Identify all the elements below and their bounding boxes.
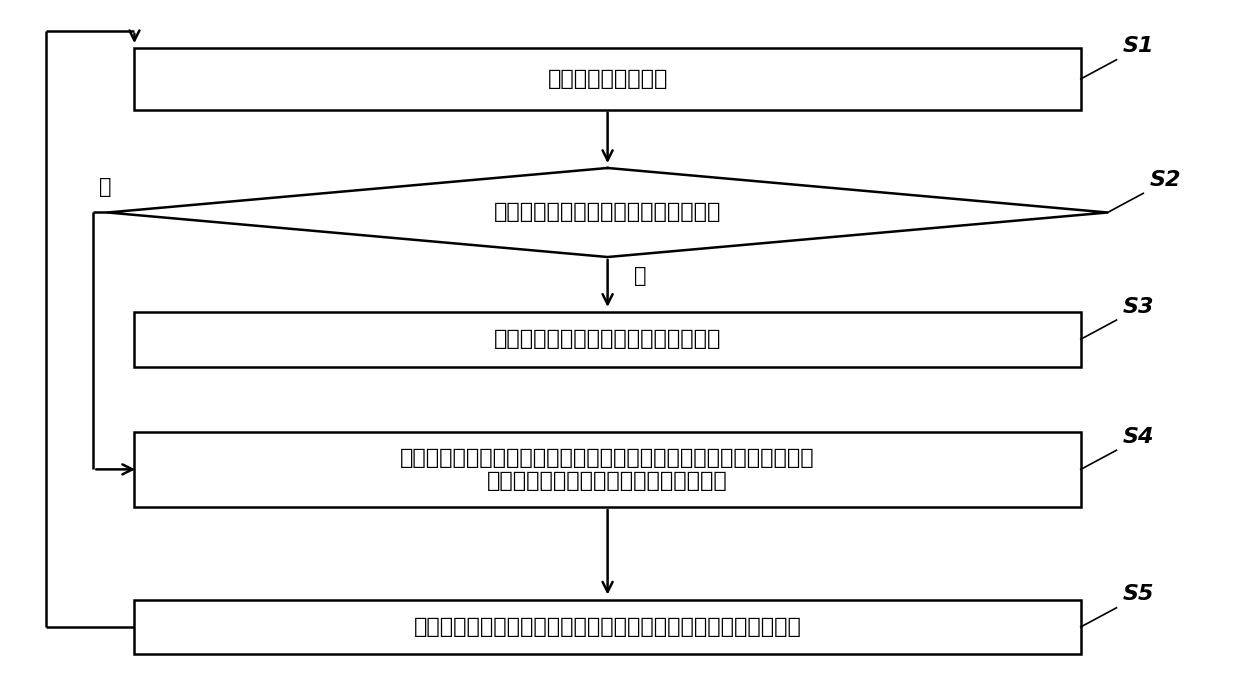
Polygon shape [108, 168, 1107, 257]
Text: 是: 是 [634, 266, 646, 286]
FancyBboxPatch shape [134, 312, 1081, 366]
Text: S5: S5 [1122, 584, 1154, 605]
Text: 将充放电状态参量存储至第一缓冲区内: 将充放电状态参量存储至第一缓冲区内 [494, 329, 722, 350]
Text: 采集充放电状态参量: 采集充放电状态参量 [547, 69, 668, 89]
Text: 检测第一缓冲区是否存在可用缓存空间: 检测第一缓冲区是否存在可用缓存空间 [494, 203, 722, 222]
FancyBboxPatch shape [134, 48, 1081, 110]
Text: S2: S2 [1149, 170, 1180, 190]
Text: S3: S3 [1122, 296, 1154, 317]
Text: 第二缓冲区作为新的第一缓冲区，第一缓冲区作为新的第二缓冲区: 第二缓冲区作为新的第一缓冲区，第一缓冲区作为新的第二缓冲区 [414, 617, 801, 637]
FancyBboxPatch shape [134, 600, 1081, 654]
Text: S4: S4 [1122, 427, 1154, 447]
Text: S1: S1 [1122, 36, 1154, 57]
FancyBboxPatch shape [134, 432, 1081, 507]
Text: 将充放电状态参量存储至第二缓冲区内，并将第一缓冲区内的充放电数
据信息存储至数据库后，清空第一缓冲区: 将充放电状态参量存储至第二缓冲区内，并将第一缓冲区内的充放电数 据信息存储至数据… [401, 448, 815, 491]
Text: 否: 否 [99, 178, 112, 197]
